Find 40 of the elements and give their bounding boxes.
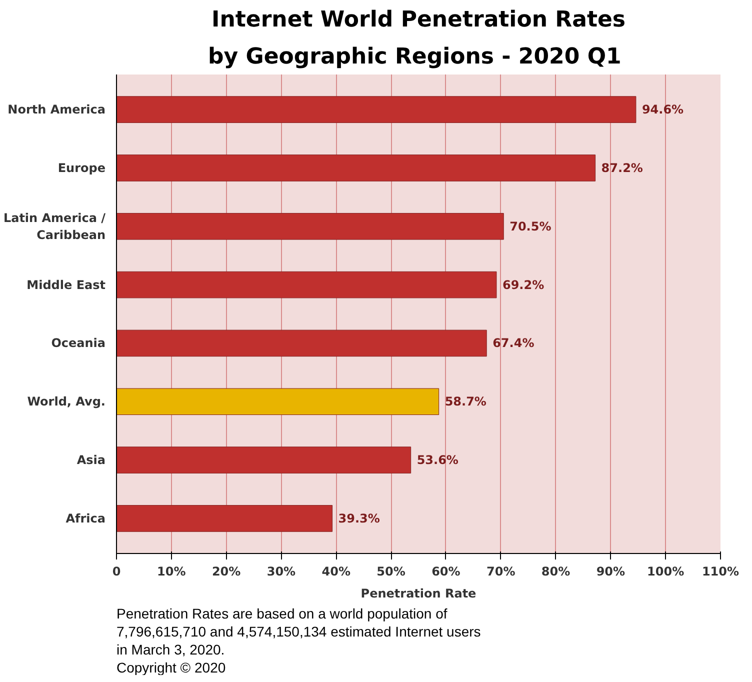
y-tick-label: World, Avg. <box>27 394 106 409</box>
x-tick-label: 60% <box>432 564 460 578</box>
x-tick-label: 110% <box>702 564 740 578</box>
y-tick-label: Europe <box>58 160 106 175</box>
data-label: 67.4% <box>492 336 534 350</box>
bar <box>116 271 497 298</box>
bar <box>116 96 636 123</box>
chart-title: Internet World Penetration Rates <box>212 8 626 32</box>
data-label: 69.2% <box>502 278 544 292</box>
bar <box>116 505 333 532</box>
x-tick-label: 40% <box>322 564 351 578</box>
x-axis-title: Penetration Rate <box>360 586 476 600</box>
y-tick-label: Oceania <box>51 336 106 350</box>
data-label: 94.6% <box>642 102 684 117</box>
bar <box>116 212 504 240</box>
chart-subtitle: by Geographic Regions - 2020 Q1 <box>208 44 622 70</box>
y-tick-label: Latin America / Caribbean <box>3 210 106 242</box>
bar <box>116 388 440 416</box>
x-tick-label: 80% <box>541 564 570 578</box>
x-tick-label: 10% <box>157 564 186 578</box>
data-label: 70.5% <box>510 219 552 234</box>
y-tick-label: Asia <box>76 453 106 468</box>
x-tick-label: 20% <box>212 564 241 578</box>
data-label: 39.3% <box>338 511 380 526</box>
x-tick-label: 30% <box>266 564 296 578</box>
y-tick-label: Africa <box>66 511 106 526</box>
bar <box>116 154 596 182</box>
data-label: 53.6% <box>416 453 458 468</box>
x-tick-label: 100% <box>647 564 684 578</box>
data-label: 58.7% <box>444 394 486 409</box>
bar <box>116 330 487 357</box>
y-tick-label: North America <box>8 102 106 117</box>
text: Penetration Rates are based on a world population of 7,796,615,710 and 4,574,150,134 estimated Internet users in March 3, 2020. <box>116 606 481 658</box>
y-tick-label: Middle East <box>26 278 106 292</box>
x-tick-label: 90% <box>596 564 626 578</box>
x-tick-label: 70% <box>486 564 516 578</box>
x-tick-label: 50% <box>376 564 406 578</box>
bar <box>116 446 412 474</box>
x-tick-label: 0 <box>112 564 121 578</box>
data-label: 87.2% <box>601 160 643 175</box>
